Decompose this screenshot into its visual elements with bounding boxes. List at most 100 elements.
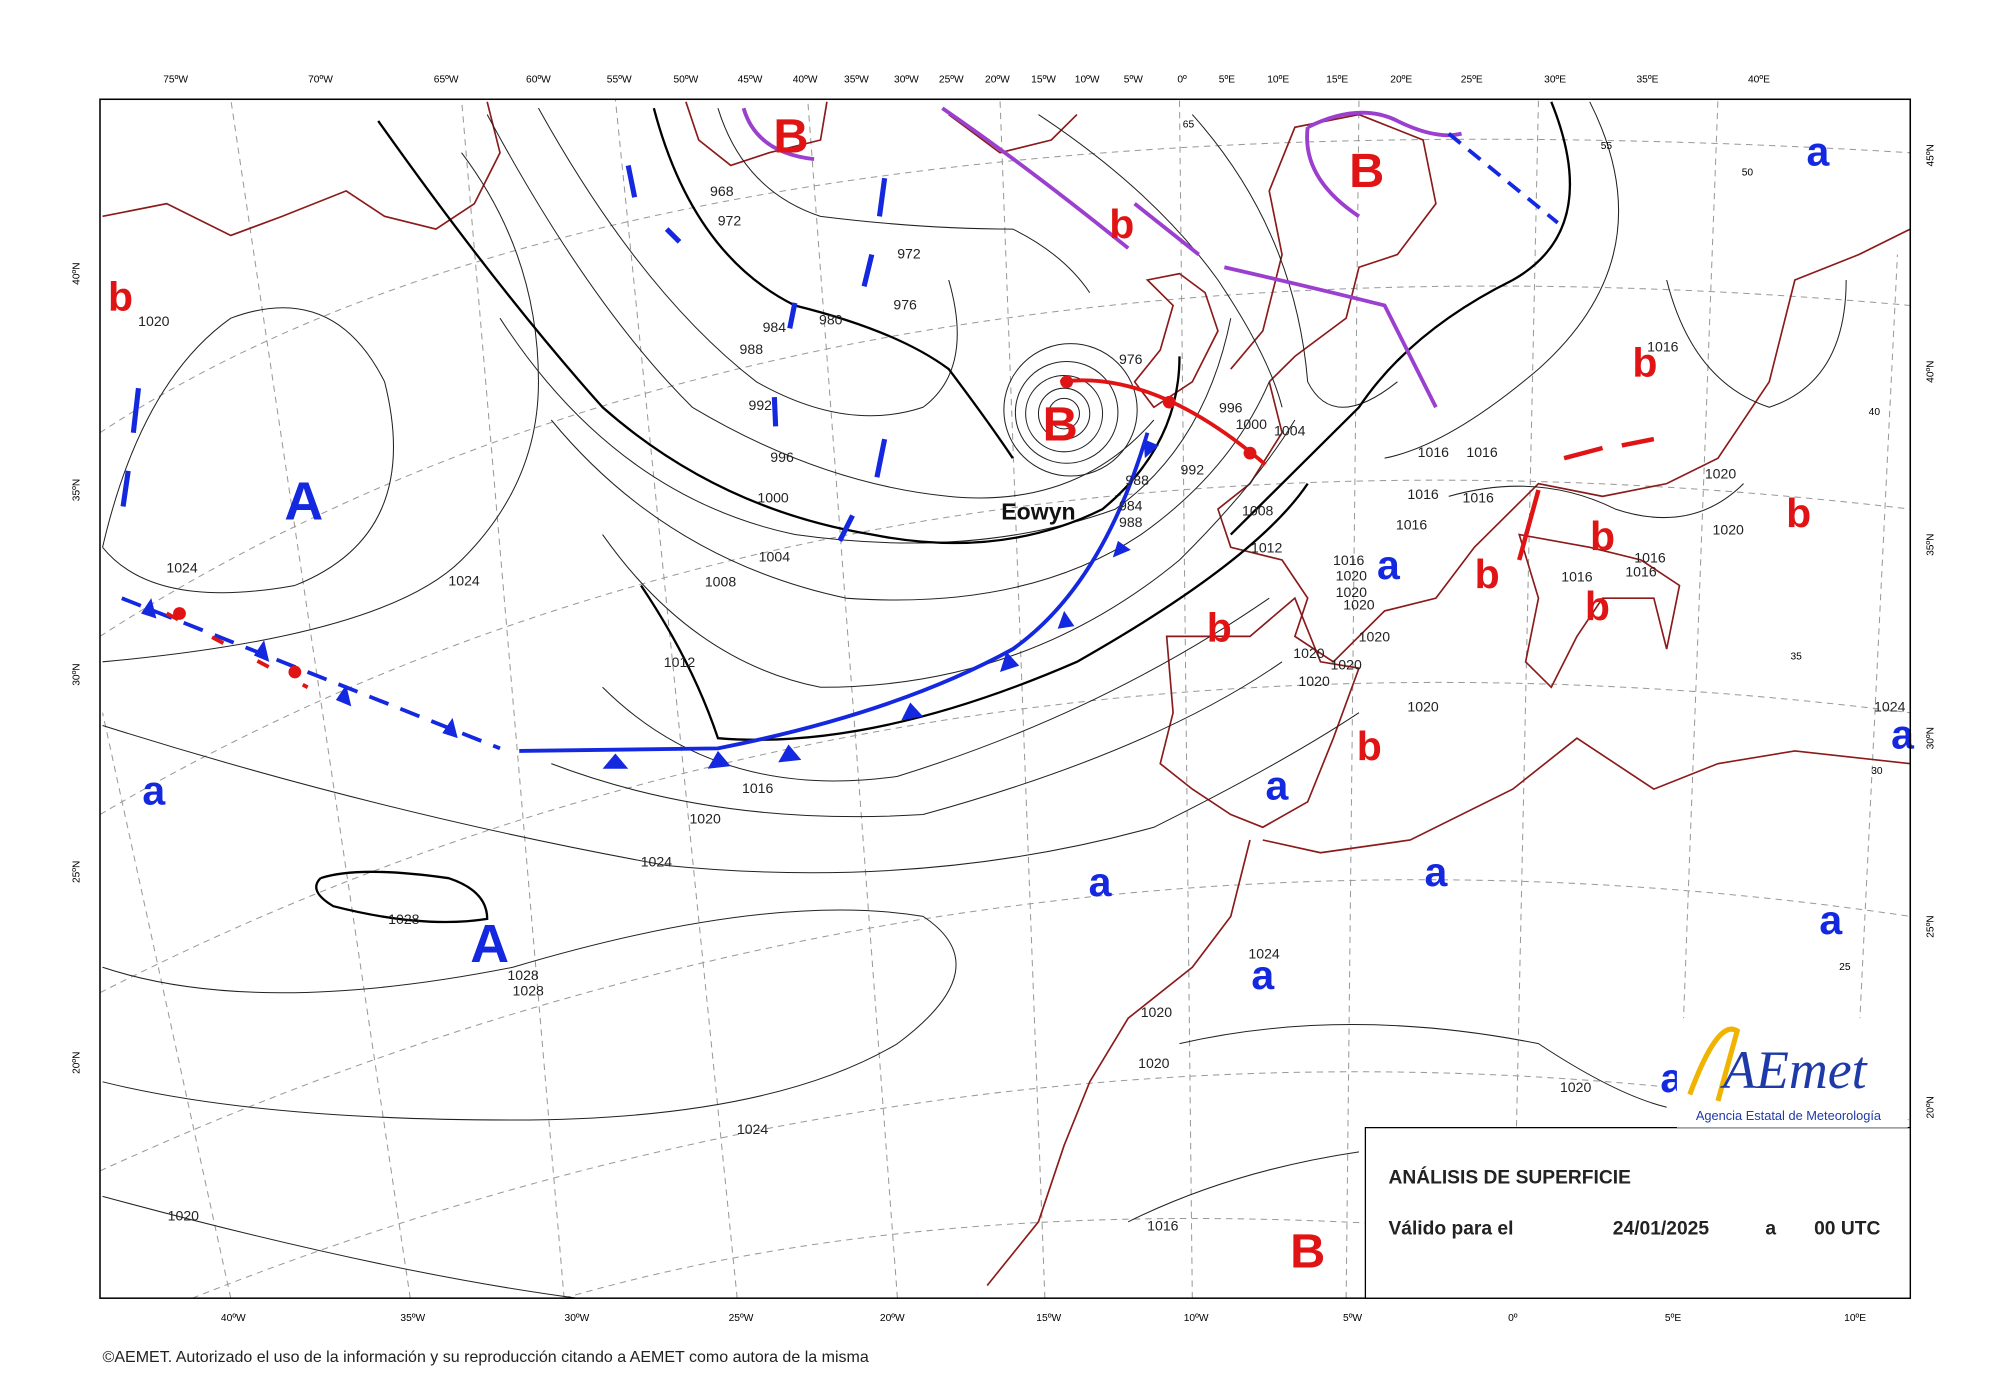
grid-label: 40: [1869, 407, 1881, 418]
top-lon-label: 0º: [1177, 75, 1187, 86]
right-lat-label: 30ºN: [1925, 727, 1936, 749]
bottom-lon-label: 40ºW: [221, 1313, 246, 1324]
top-lon-label: 15ºW: [1031, 75, 1056, 86]
isobar-label: 1012: [1251, 539, 1283, 555]
logo-background: [1676, 1018, 1908, 1128]
right-lat-label: 20ºN: [1925, 1096, 1936, 1118]
top-lon-label: 5ºE: [1219, 75, 1235, 86]
isobar-label: 1028: [388, 911, 420, 927]
top-lon-label: 35ºW: [844, 75, 869, 86]
isobar-label: 1016: [1647, 338, 1679, 354]
grid-label: 65: [1183, 119, 1195, 130]
isobar-label: 1024: [641, 854, 673, 870]
isobar-label: 1020: [1560, 1079, 1592, 1095]
top-lon-label: 30ºW: [894, 75, 919, 86]
isobar-label: 1020: [1407, 699, 1439, 715]
high-minor: a: [142, 767, 165, 813]
isobar-label: 1020: [168, 1208, 200, 1224]
right-lat-label: 35ºN: [1925, 534, 1936, 556]
low-center: B: [773, 110, 808, 164]
high-minor: a: [1891, 711, 1914, 757]
high-minor: a: [1251, 952, 1274, 998]
high-minor: a: [1266, 762, 1289, 808]
info-title: ANÁLISIS DE SUPERFICIE: [1388, 1167, 1631, 1189]
low-center: B: [1349, 144, 1384, 198]
fronts: [120, 106, 1655, 769]
bottom-lon-label: 10ºE: [1844, 1313, 1866, 1324]
isobar-label: 1020: [1141, 1004, 1173, 1020]
low-center: B: [1043, 398, 1078, 452]
isobar-label: 1016: [1634, 550, 1666, 566]
isobar-label: 1004: [759, 548, 791, 564]
isobar-label: 988: [1119, 514, 1143, 530]
top-lon-label: 25ºE: [1461, 75, 1483, 86]
isobar-label: 1016: [1561, 569, 1593, 585]
isobar-label: 1016: [1396, 517, 1428, 533]
top-lon-label: 65ºW: [434, 75, 459, 86]
isobar-label: 996: [1219, 399, 1243, 415]
right-lat-label: 40ºN: [1925, 360, 1936, 382]
isobar-label: 976: [1119, 351, 1143, 367]
isobar-label: 1000: [757, 490, 789, 506]
isobar-label: 1020: [1298, 673, 1330, 689]
isobar-label: 992: [748, 397, 772, 413]
isobar-label: 1020: [138, 313, 170, 329]
isobar-label: 1012: [664, 654, 696, 670]
isobars: [102, 101, 1847, 1299]
right-lat-label: 25ºN: [1925, 915, 1936, 937]
isobar-label: 1016: [1407, 486, 1439, 502]
isobar-label: 1016: [1418, 444, 1450, 460]
top-lon-label: 50ºW: [673, 75, 698, 86]
left-lat-label: 40ºN: [71, 262, 82, 284]
top-lon-label: 5ºW: [1124, 75, 1143, 86]
isobar-label: 1016: [1463, 490, 1495, 506]
low-minor: b: [1475, 551, 1500, 597]
high-minor: a: [1377, 542, 1400, 588]
top-lon-label: 25ºW: [939, 75, 964, 86]
high-center: A: [470, 914, 509, 974]
isobar-label: 1016: [1333, 552, 1365, 568]
isobar-label: 1020: [1359, 629, 1391, 645]
top-lon-label: 40ºE: [1748, 75, 1770, 86]
top-lon-label: 55ºW: [607, 75, 632, 86]
low-center: B: [1290, 1225, 1325, 1279]
low-minor: b: [1207, 605, 1232, 651]
top-lon-label: 40ºW: [793, 75, 818, 86]
isobar-label: 1024: [1874, 699, 1906, 715]
high-minor: a: [1089, 859, 1112, 905]
isobar-label: 1016: [1466, 444, 1498, 460]
isobar-label: 976: [893, 296, 917, 312]
info-box: [1364, 1127, 1911, 1299]
top-lon-label: 15ºE: [1326, 75, 1348, 86]
isobar-label: 972: [897, 245, 921, 261]
low-minor: b: [108, 274, 133, 320]
grid-label: 35: [1790, 651, 1802, 662]
bottom-lon-label: 0º: [1508, 1313, 1518, 1324]
isobar-label: 1016: [1147, 1218, 1179, 1234]
bottom-lon-label: 5ºW: [1343, 1313, 1362, 1324]
isobar-label: 988: [1125, 472, 1149, 488]
top-lon-label: 10ºE: [1267, 75, 1289, 86]
isobar-label: 1024: [166, 560, 198, 576]
left-lat-label: 20ºN: [71, 1052, 82, 1074]
grid-label: 30: [1871, 766, 1883, 777]
map-frame: [99, 98, 1912, 1299]
isobar-label: 1020: [1293, 645, 1325, 661]
isobar-label: 1028: [513, 982, 545, 998]
isobar-label: 980: [819, 312, 843, 328]
high-minor: a: [1424, 849, 1447, 895]
bottom-lon-label: 15ºW: [1036, 1313, 1061, 1324]
isobar-label: 1016: [742, 780, 774, 796]
storm-name: Eowyn: [1001, 498, 1075, 524]
isobar-label: 1020: [1336, 584, 1368, 600]
logo-subtitle: Agencia Estatal de Meteorología: [1696, 1108, 1882, 1123]
isobar-label: 1020: [1343, 597, 1375, 613]
isobar-label: 984: [763, 319, 787, 335]
low-minor: b: [1357, 723, 1382, 769]
low-minor: b: [1109, 201, 1134, 247]
isobar-label: 984: [1119, 497, 1143, 513]
isobar-label: 1004: [1274, 422, 1306, 438]
isobar-label: 1000: [1236, 416, 1268, 432]
logo-swoosh: [1687, 1026, 1741, 1102]
